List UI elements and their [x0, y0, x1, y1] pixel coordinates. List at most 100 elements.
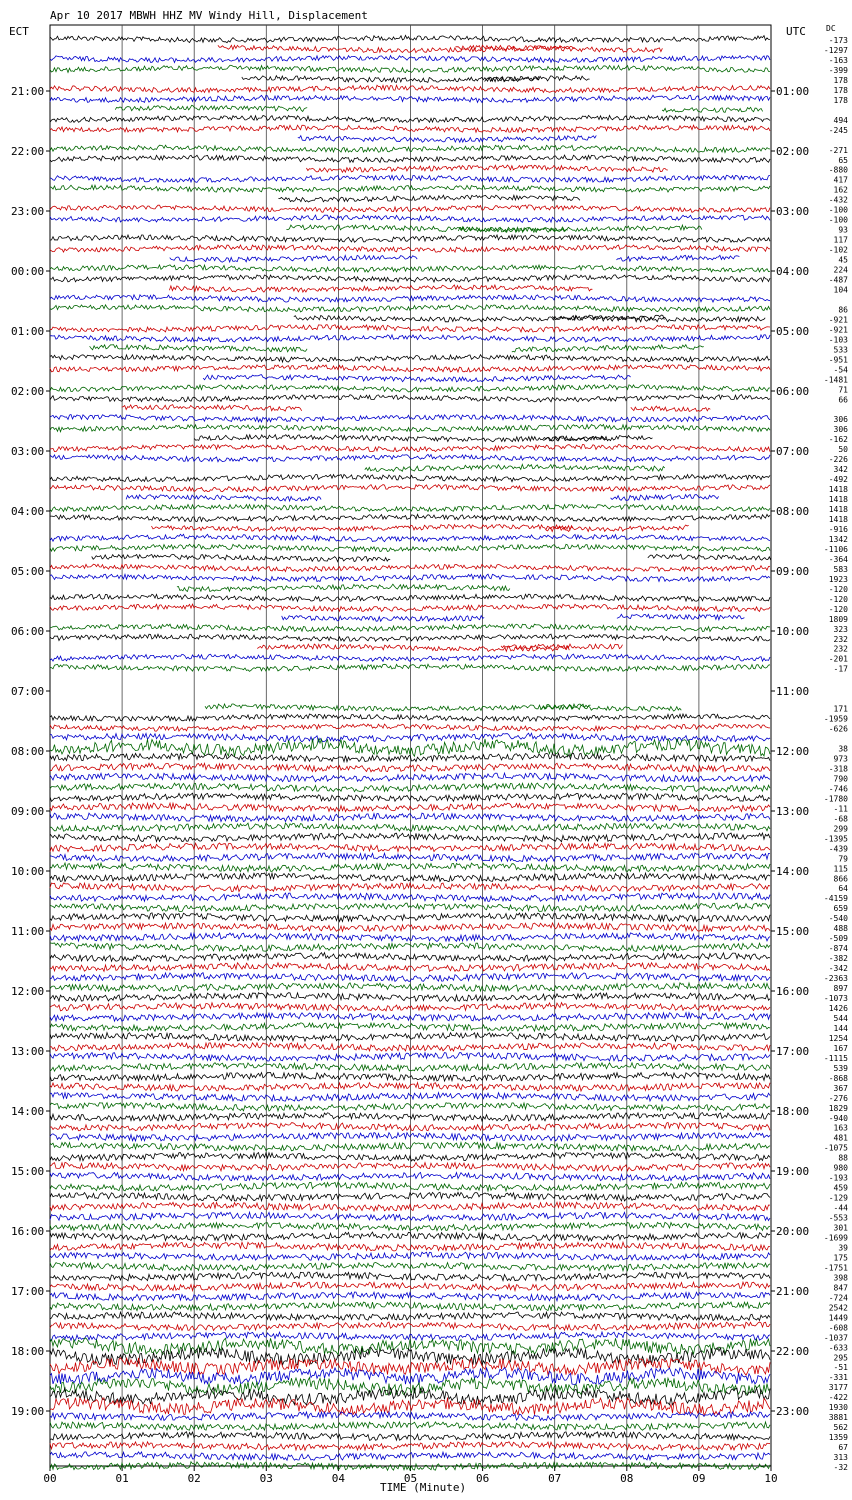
seismic-trace	[176, 583, 511, 593]
dc-offset-label: 178	[834, 86, 849, 95]
seismic-trace	[49, 1280, 771, 1293]
dc-offset-label: -1751	[824, 1263, 848, 1272]
seismic-trace	[49, 34, 771, 44]
ect-hour-label: 21:00	[11, 85, 44, 98]
seismic-trace	[610, 493, 719, 502]
ect-hour-label: 05:00	[11, 565, 44, 578]
seismic-trace	[49, 931, 771, 943]
dc-offset-label: -173	[829, 36, 848, 45]
ect-hour-label: 22:00	[11, 145, 44, 158]
seismic-trace	[49, 1261, 771, 1273]
seismic-trace	[49, 941, 771, 953]
seismic-trace	[49, 293, 771, 303]
seismic-trace	[540, 704, 682, 712]
ect-hour-label: 10:00	[11, 865, 44, 878]
dc-offset-label: 86	[838, 305, 848, 314]
dc-offset-label: -120	[829, 585, 848, 594]
dc-offset-label: -364	[829, 555, 848, 564]
seismic-trace	[49, 1171, 771, 1183]
dc-offset-label: 847	[834, 1283, 849, 1292]
x-tick-label: 07	[548, 1472, 561, 1485]
dc-offset-label: -201	[829, 655, 848, 664]
dc-offset-label: 866	[834, 874, 849, 883]
dc-offset-label: 1418	[829, 515, 848, 524]
dc-offset-label: 79	[838, 854, 848, 863]
seismic-trace	[49, 393, 771, 403]
dc-offset-label: -51	[834, 1363, 849, 1372]
dc-offset-label: 1342	[829, 535, 848, 544]
dc-offset-label: 93	[838, 226, 848, 235]
dc-offset-label: 539	[834, 1064, 849, 1073]
utc-axis-label: UTC	[786, 25, 806, 38]
seismic-trace	[49, 771, 771, 783]
dc-offset-label: -276	[829, 1094, 848, 1103]
seismic-trace	[281, 614, 485, 623]
seismic-trace	[49, 761, 771, 773]
seismic-trace	[49, 737, 771, 758]
utc-hour-label: 03:00	[776, 205, 809, 218]
dc-offset-label: -163	[829, 56, 848, 65]
utc-hour-label: 10:00	[776, 625, 809, 638]
dc-offset-label: 488	[834, 924, 849, 933]
dc-offset-label: -342	[829, 964, 848, 973]
dc-offset-label: 1930	[829, 1403, 848, 1412]
dc-offset-label: -921	[829, 315, 848, 324]
dc-offset-label: -1106	[824, 545, 848, 554]
dc-offset-label: 175	[834, 1253, 849, 1262]
seismic-trace	[286, 223, 703, 234]
seismic-trace	[49, 563, 771, 573]
seismic-trace	[49, 841, 771, 853]
utc-hour-label: 16:00	[776, 985, 809, 998]
utc-hour-label: 21:00	[776, 1285, 809, 1298]
seismic-trace	[49, 981, 771, 993]
seismic-trace	[49, 792, 771, 803]
seismic-trace	[49, 154, 771, 164]
seismic-trace	[49, 274, 771, 284]
ect-hour-label: 11:00	[11, 925, 44, 938]
dc-offset-label: -1075	[824, 1144, 848, 1153]
seismic-trace	[630, 405, 711, 413]
plot-title: Apr 10 2017 MBWH HHZ MV Windy Hill, Disp…	[50, 9, 368, 22]
utc-hour-label: 14:00	[776, 865, 809, 878]
seismic-trace	[49, 1071, 771, 1083]
dc-offset-label: 295	[834, 1353, 849, 1362]
seismic-trace	[616, 613, 745, 622]
x-tick-label: 00	[43, 1472, 56, 1485]
ect-hour-label: 09:00	[11, 805, 44, 818]
dc-offset-label: 1418	[829, 495, 848, 504]
dc-offset-label: -1395	[824, 834, 848, 843]
dc-offset-label: -382	[829, 954, 848, 963]
dc-offset-label: 144	[834, 1024, 849, 1033]
seismic-trace	[49, 383, 771, 393]
dc-offset-label: -68	[834, 814, 849, 823]
dc-offset-label: 1829	[829, 1104, 848, 1113]
dc-offset-label: -724	[829, 1293, 848, 1302]
seismic-trace	[49, 443, 771, 453]
dc-offset-label: 66	[838, 395, 848, 404]
dc-offset-label: -874	[829, 944, 848, 953]
dc-offset-label: -54	[834, 365, 849, 374]
seismic-trace	[49, 413, 771, 423]
dc-offset-label: 897	[834, 984, 849, 993]
dc-offset-label: -318	[829, 764, 848, 773]
x-tick-label: 08	[620, 1472, 633, 1485]
seismic-trace	[49, 653, 771, 663]
seismic-trace	[50, 1091, 771, 1103]
dc-offset-label: 299	[834, 824, 849, 833]
seismic-trace	[49, 363, 771, 374]
utc-hour-label: 06:00	[776, 385, 809, 398]
seismic-trace	[49, 1460, 771, 1472]
seismic-trace	[49, 1420, 771, 1432]
seismic-trace	[49, 991, 771, 1003]
utc-hour-label: 09:00	[776, 565, 809, 578]
seismic-trace	[193, 433, 607, 443]
seismic-trace	[49, 1121, 771, 1132]
dc-offset-label: -11	[834, 804, 849, 813]
dc-offset-label: 313	[834, 1453, 849, 1462]
seismic-trace	[49, 781, 771, 793]
seismic-trace	[49, 1396, 771, 1417]
seismic-trace	[49, 912, 771, 923]
x-tick-label: 01	[115, 1472, 128, 1485]
seismic-trace	[169, 254, 418, 264]
